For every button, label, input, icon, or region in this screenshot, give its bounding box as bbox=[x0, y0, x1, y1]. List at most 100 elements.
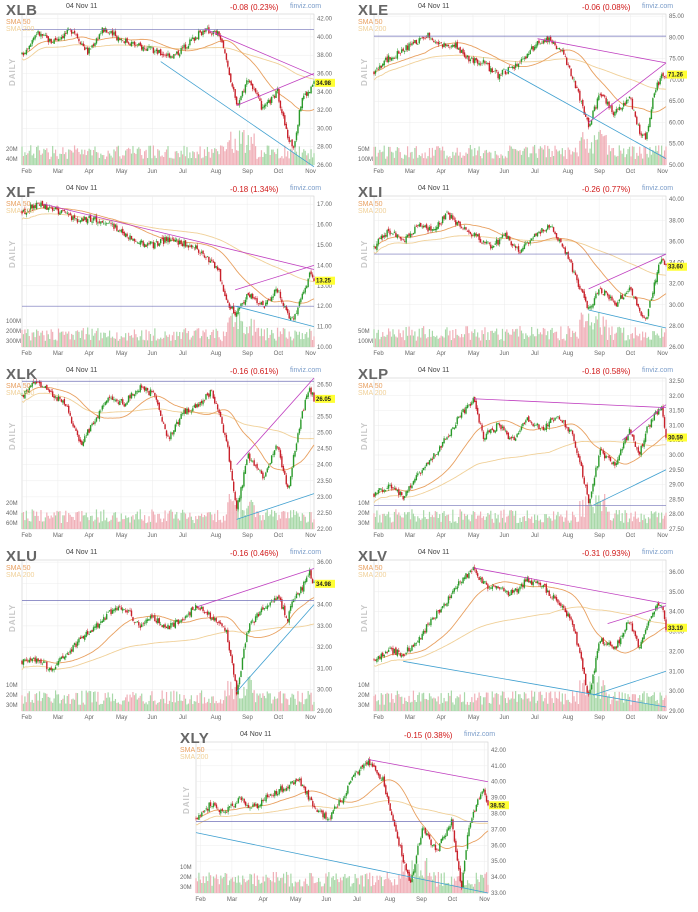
finviz-link[interactable]: finviz.com bbox=[642, 3, 674, 10]
candle-body bbox=[216, 31, 219, 36]
volume-bar bbox=[24, 520, 26, 529]
volume-bar bbox=[439, 337, 441, 347]
candle-body bbox=[238, 100, 241, 106]
candle-body bbox=[233, 305, 235, 314]
candle-body bbox=[257, 613, 260, 617]
candle-body bbox=[113, 609, 115, 612]
volume-bar bbox=[396, 514, 398, 529]
finviz-link[interactable]: finviz.com bbox=[290, 185, 322, 192]
volume-bar bbox=[109, 697, 111, 711]
volume-bar bbox=[291, 693, 293, 711]
volume-bar bbox=[106, 156, 108, 165]
volume-bar bbox=[465, 152, 467, 165]
candle-body bbox=[436, 454, 438, 455]
volume-bar bbox=[255, 517, 257, 529]
volume-bar bbox=[167, 704, 169, 711]
volume-bar bbox=[468, 333, 470, 347]
volume-bar bbox=[136, 699, 138, 711]
candle-body bbox=[285, 475, 287, 485]
candle-body bbox=[266, 605, 268, 610]
candle-body bbox=[596, 466, 599, 468]
volume-bar bbox=[176, 511, 178, 529]
candle-body bbox=[655, 280, 657, 284]
finviz-link[interactable]: finviz.com bbox=[642, 367, 674, 374]
finviz-link[interactable]: finviz.com bbox=[642, 185, 674, 192]
volume-bar bbox=[59, 511, 61, 529]
volume-bar bbox=[506, 702, 508, 711]
candle-body bbox=[174, 424, 176, 432]
candle-body bbox=[308, 388, 311, 392]
volume-bar bbox=[130, 697, 133, 711]
volume-bar bbox=[57, 328, 60, 347]
volume-bar bbox=[165, 335, 168, 347]
y-tick-label: 36.00 bbox=[317, 71, 333, 77]
volume-bar bbox=[586, 505, 588, 529]
candle-body bbox=[190, 608, 193, 617]
candle-body bbox=[222, 284, 225, 292]
candle-body bbox=[384, 58, 387, 60]
candle-body bbox=[84, 216, 86, 220]
price-chart-xlu: 29.0030.0031.0032.0033.0034.0035.0036.00… bbox=[6, 559, 335, 721]
candle-body bbox=[75, 428, 77, 431]
candle-body bbox=[455, 43, 457, 48]
candle-body bbox=[399, 491, 401, 495]
candle-body bbox=[474, 58, 476, 64]
volume-bar bbox=[481, 704, 483, 711]
volume-bar bbox=[260, 150, 263, 165]
volume-bar bbox=[647, 157, 650, 165]
volume-bar bbox=[285, 518, 287, 529]
volume-bar bbox=[222, 146, 225, 165]
candle-body bbox=[79, 439, 82, 443]
candle-body bbox=[504, 430, 507, 432]
candle-body bbox=[386, 230, 388, 237]
volume-bar bbox=[430, 696, 432, 711]
candle-body bbox=[135, 391, 137, 395]
candle-body bbox=[155, 396, 158, 400]
volume-bar bbox=[282, 327, 284, 347]
x-tick-label: Oct bbox=[274, 715, 284, 721]
candle-body bbox=[136, 242, 139, 244]
volume-bar bbox=[113, 700, 115, 711]
volume-bar bbox=[193, 523, 195, 529]
volume-bar bbox=[177, 700, 179, 711]
volume-bar bbox=[244, 334, 246, 347]
candle-body bbox=[119, 38, 121, 41]
candle-body bbox=[498, 423, 501, 426]
candle-body bbox=[281, 456, 283, 468]
candle-body bbox=[389, 230, 391, 235]
volume-bar bbox=[40, 332, 42, 347]
finviz-link[interactable]: finviz.com bbox=[290, 549, 322, 556]
volume-bar bbox=[496, 518, 498, 529]
volume-bar bbox=[617, 155, 619, 165]
volume-bar bbox=[409, 519, 412, 529]
candle-body bbox=[481, 424, 483, 431]
volume-bar bbox=[611, 326, 613, 347]
volume-bar bbox=[129, 522, 131, 529]
candle-body bbox=[656, 411, 658, 415]
volume-bar bbox=[253, 505, 255, 529]
candle-body bbox=[281, 109, 283, 114]
volume-bar bbox=[78, 704, 80, 711]
volume-bar bbox=[109, 153, 111, 165]
volume-bar bbox=[212, 520, 214, 529]
candle-body bbox=[513, 244, 515, 246]
volume-bar bbox=[47, 334, 49, 347]
volume-bar bbox=[637, 517, 639, 529]
volume-bar bbox=[37, 700, 39, 711]
volume-bar bbox=[97, 691, 99, 711]
chart-date: 04 Nov 11 bbox=[66, 549, 98, 556]
candle-body bbox=[444, 604, 447, 605]
volume-bar bbox=[424, 517, 426, 529]
volume-axis-label: 50M bbox=[358, 147, 370, 153]
volume-bar bbox=[477, 697, 479, 711]
volume-bar bbox=[94, 333, 96, 347]
candle-body bbox=[412, 41, 415, 44]
volume-bar bbox=[520, 698, 523, 711]
volume-bar bbox=[653, 512, 655, 529]
finviz-link[interactable]: finviz.com bbox=[290, 367, 322, 374]
volume-bar bbox=[138, 697, 140, 711]
ticker-label: XLK bbox=[6, 366, 38, 383]
volume-bar bbox=[53, 153, 55, 165]
finviz-link[interactable]: finviz.com bbox=[290, 3, 322, 10]
volume-bar bbox=[618, 145, 620, 165]
